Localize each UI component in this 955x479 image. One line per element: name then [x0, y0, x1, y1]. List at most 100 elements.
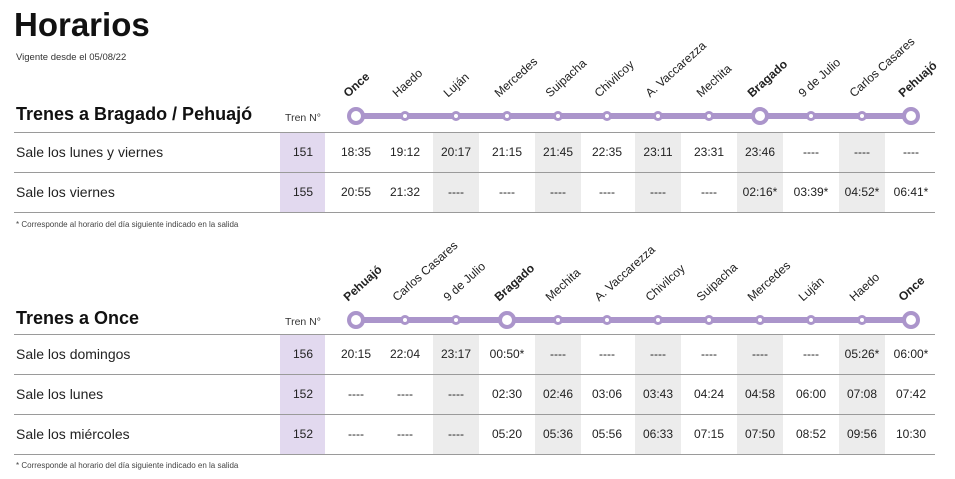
- station-label: Suipacha: [693, 260, 741, 304]
- time-cell: ----: [499, 185, 515, 199]
- station-label: Mechita: [693, 61, 735, 100]
- time-cell: 03:39*: [793, 185, 829, 199]
- station-dot: [451, 315, 461, 325]
- time-cell: 22:35: [591, 145, 623, 159]
- time-cell: 02:30: [491, 387, 523, 401]
- route-line: [356, 317, 911, 323]
- row-label: Sale los domingos: [16, 346, 131, 362]
- station-dot: [806, 111, 816, 121]
- station-dot: [347, 107, 365, 125]
- station-dot: [902, 107, 920, 125]
- station-dot: [751, 107, 769, 125]
- time-cell: ----: [448, 185, 464, 199]
- station-dot: [602, 315, 612, 325]
- station-dot: [400, 111, 410, 121]
- time-cell: ----: [348, 427, 364, 441]
- station-label: Mechita: [542, 265, 584, 304]
- time-cell: 19:12: [389, 145, 421, 159]
- station-dot: [755, 315, 765, 325]
- station-label: Chivilcoy: [591, 57, 637, 100]
- shaded-column: [535, 334, 581, 454]
- time-cell: 20:55: [340, 185, 372, 199]
- time-cell: 04:52*: [844, 185, 880, 199]
- time-cell: 03:43: [642, 387, 674, 401]
- station-label: Haedo: [846, 269, 883, 304]
- time-cell: ----: [803, 145, 819, 159]
- footnote: * Corresponde al horario del día siguien…: [16, 220, 239, 229]
- time-cell: 02:46: [542, 387, 574, 401]
- row-label: Sale los lunes y viernes: [16, 144, 164, 160]
- time-cell: 02:16*: [742, 185, 778, 199]
- station-dot: [806, 315, 816, 325]
- shaded-column: [433, 334, 479, 454]
- station-dot: [553, 315, 563, 325]
- time-cell: ----: [650, 347, 666, 361]
- time-cell: ----: [752, 347, 768, 361]
- tren-number: 156: [292, 347, 314, 361]
- time-cell: ----: [550, 185, 566, 199]
- time-cell: 22:04: [389, 347, 421, 361]
- time-cell: 20:15: [340, 347, 372, 361]
- time-cell: 10:30: [895, 427, 927, 441]
- time-cell: ----: [448, 427, 464, 441]
- time-cell: ----: [803, 347, 819, 361]
- time-cell: ----: [599, 185, 615, 199]
- tren-number: 152: [292, 387, 314, 401]
- station-label: Luján: [440, 69, 472, 100]
- time-cell: 21:32: [389, 185, 421, 199]
- station-label: Once: [895, 273, 928, 304]
- station-dot: [602, 111, 612, 121]
- time-cell: 07:42: [895, 387, 927, 401]
- time-cell: 06:33: [642, 427, 674, 441]
- section-title: Trenes a Bragado / Pehuajó: [16, 104, 253, 124]
- row-divider: [14, 454, 935, 455]
- footnote: * Corresponde al horario del día siguien…: [16, 461, 239, 470]
- route-line: [356, 113, 911, 119]
- station-dot: [347, 311, 365, 329]
- time-cell: ----: [550, 347, 566, 361]
- tren-number-header: Tren N°: [285, 316, 321, 328]
- section-title: Trenes a Once: [16, 308, 140, 328]
- time-cell: 23:46: [744, 145, 776, 159]
- station-dot: [857, 111, 867, 121]
- shaded-column: [635, 334, 681, 454]
- time-cell: 00:50*: [489, 347, 525, 361]
- time-cell: ----: [903, 145, 919, 159]
- time-cell: 23:31: [693, 145, 725, 159]
- station-dot: [704, 111, 714, 121]
- time-cell: 04:24: [693, 387, 725, 401]
- station-dot: [502, 111, 512, 121]
- time-cell: ----: [854, 145, 870, 159]
- shaded-column: [737, 334, 783, 454]
- tren-column-bg: [280, 334, 325, 454]
- time-cell: ----: [701, 185, 717, 199]
- station-dot: [902, 311, 920, 329]
- station-label: Mercedes: [744, 258, 794, 304]
- time-cell: ----: [650, 185, 666, 199]
- time-cell: 09:56: [846, 427, 878, 441]
- time-cell: 21:45: [542, 145, 574, 159]
- row-divider: [14, 414, 935, 415]
- time-cell: 05:20: [491, 427, 523, 441]
- time-cell: 21:15: [491, 145, 523, 159]
- time-cell: 18:35: [340, 145, 372, 159]
- time-cell: 07:15: [693, 427, 725, 441]
- time-cell: 06:00: [795, 387, 827, 401]
- row-divider: [14, 334, 935, 335]
- time-cell: 08:52: [795, 427, 827, 441]
- validity-date: Vigente desde el 05/08/22: [16, 52, 127, 63]
- tren-number: 151: [292, 145, 314, 159]
- station-label: 9 de Julio: [440, 259, 489, 304]
- row-divider: [14, 172, 935, 173]
- station-label: Luján: [795, 273, 827, 304]
- time-cell: ----: [397, 427, 413, 441]
- row-divider: [14, 374, 935, 375]
- time-cell: ----: [599, 347, 615, 361]
- station-dot: [653, 315, 663, 325]
- time-cell: 05:26*: [844, 347, 880, 361]
- tren-number: 152: [292, 427, 314, 441]
- station-label: Chivilcoy: [642, 261, 688, 304]
- time-cell: ----: [448, 387, 464, 401]
- time-cell: 07:50: [744, 427, 776, 441]
- tren-number: 155: [292, 185, 314, 199]
